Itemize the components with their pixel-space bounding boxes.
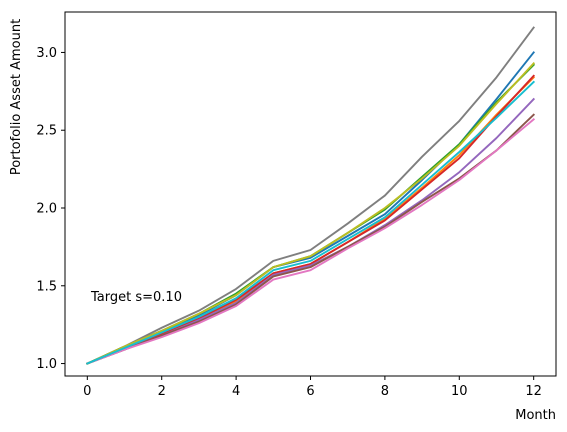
series-line-2 <box>86 75 536 365</box>
series-line-6 <box>86 113 536 365</box>
series-line-9 <box>86 61 536 365</box>
y-tick-label: 2.0 <box>36 202 57 217</box>
y-tick-label: 1.5 <box>36 279 57 294</box>
x-tick-label: 6 <box>306 384 314 399</box>
y-tick-label: 3.0 <box>36 46 57 61</box>
x-tick-label: 12 <box>525 384 542 399</box>
y-axis: 1.0 1.5 2.0 2.5 3.0 <box>36 46 65 372</box>
x-tick-label: 8 <box>381 384 389 399</box>
x-axis-label: Month <box>515 408 556 423</box>
series-layer <box>86 26 536 365</box>
x-axis: 0 2 4 6 8 10 12 <box>83 376 542 399</box>
x-tick-label: 10 <box>451 384 468 399</box>
x-tick-label: 0 <box>83 384 91 399</box>
series-line-10 <box>86 80 536 365</box>
series-line-3 <box>86 63 536 365</box>
series-line-1 <box>86 51 536 365</box>
x-tick-label: 2 <box>158 384 166 399</box>
chart-annotation: Target s=0.10 <box>90 290 182 305</box>
y-axis-label: Portofolio Asset Amount <box>9 19 24 175</box>
y-tick-label: 1.0 <box>36 357 57 372</box>
series-line-8 <box>86 26 536 365</box>
x-tick-label: 4 <box>232 384 240 399</box>
series-line-4 <box>86 74 536 365</box>
y-tick-label: 2.5 <box>36 124 57 139</box>
series-line-7 <box>86 117 536 365</box>
plot-frame <box>64 11 557 377</box>
